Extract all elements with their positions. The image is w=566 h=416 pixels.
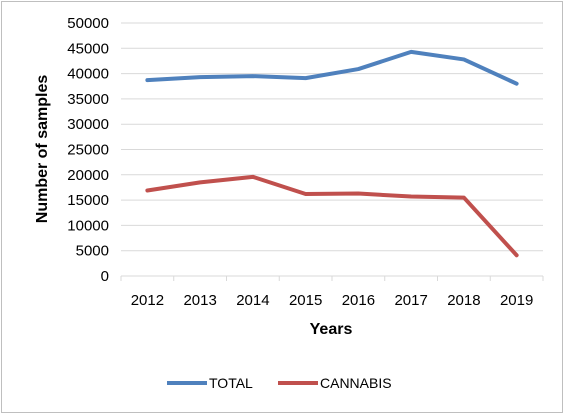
y-tick-label: 20000 xyxy=(67,167,109,184)
y-axis-ticks: 0 5000 10000 15000 20000 25000 30000 35000 40000… xyxy=(67,15,109,285)
y-tick-label: 25000 xyxy=(67,142,109,159)
y-tick-label: 5000 xyxy=(76,243,109,260)
y-tick-label: 35000 xyxy=(67,91,109,108)
x-tick-label: 2019 xyxy=(500,292,533,309)
y-tick-label: 40000 xyxy=(67,66,109,83)
legend-label: CANNABIS xyxy=(320,375,392,391)
legend-label: TOTAL xyxy=(209,375,253,391)
x-tick-label: 2017 xyxy=(394,292,427,309)
x-axis-ticks: 2012 2013 2014 2015 2016 2017 2018 2019 xyxy=(120,276,544,309)
series-lines xyxy=(145,49,519,258)
x-tick-label: 2015 xyxy=(289,292,322,309)
x-axis-title: Years xyxy=(310,321,353,338)
y-tick-label: 30000 xyxy=(67,116,109,133)
x-tick-label: 2013 xyxy=(183,292,216,309)
gridlines xyxy=(121,22,543,277)
y-tick-label: 45000 xyxy=(67,40,109,57)
x-tick-label: 2016 xyxy=(342,292,375,309)
x-tick-label: 2014 xyxy=(236,292,269,309)
y-tick-label: 50000 xyxy=(67,15,109,32)
legend: TOTAL CANNABIS xyxy=(167,375,392,391)
series-line-total xyxy=(145,49,519,86)
y-tick-label: 10000 xyxy=(67,217,109,234)
y-tick-label: 15000 xyxy=(67,192,109,209)
y-tick-label: 0 xyxy=(101,268,109,285)
x-tick-label: 2018 xyxy=(447,292,480,309)
x-tick-label: 2012 xyxy=(131,292,164,309)
y-axis-title: Number of samples xyxy=(34,75,51,224)
series-line-cannabis xyxy=(145,174,519,258)
